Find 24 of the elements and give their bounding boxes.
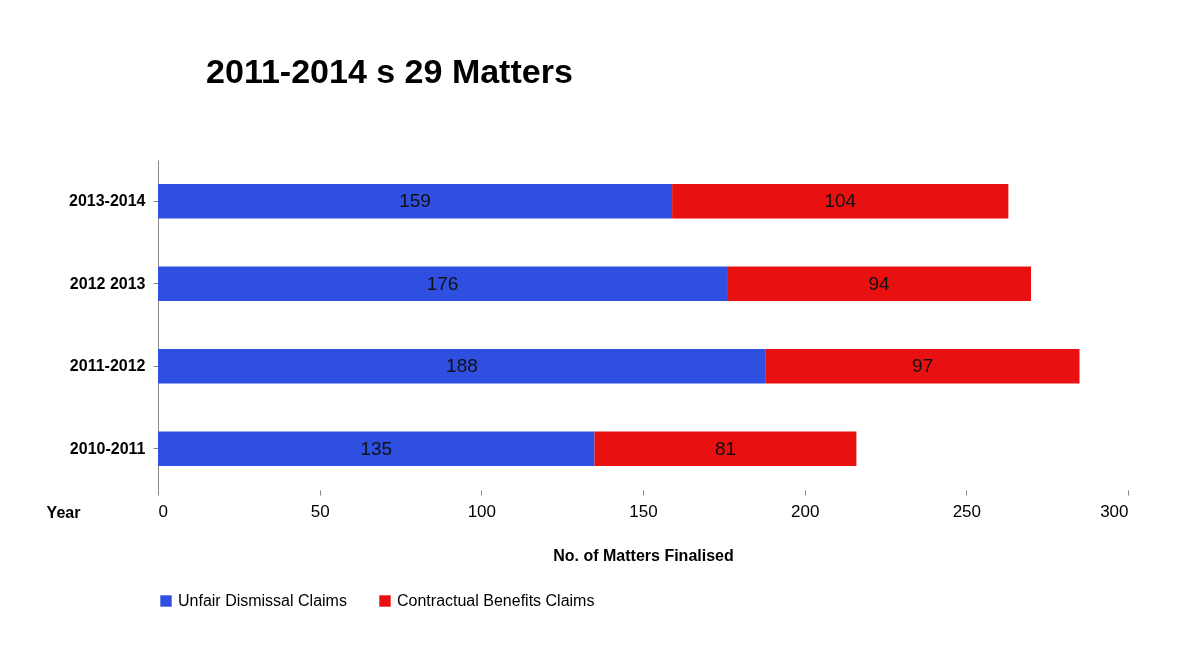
data-label: 97 <box>912 355 934 377</box>
data-label: 135 <box>360 437 393 459</box>
y-tick-label: 2012 2013 <box>69 274 146 292</box>
y-tick-label: 2013-2014 <box>68 192 146 210</box>
x-tick-label: 250 <box>952 501 982 521</box>
x-tick-label: 0 <box>158 501 168 521</box>
x-tick-label: 300 <box>1100 501 1129 521</box>
legend-label: Unfair Dismissal Claims <box>178 592 347 609</box>
x-axis-title: No. of Matters Finalised <box>553 546 734 564</box>
x-tick-label: 100 <box>467 501 497 521</box>
chart-title: 2011-2014 s 29 Matters <box>206 52 573 90</box>
x-tick-label: 150 <box>629 501 658 521</box>
y-tick-label: 2010-2011 <box>69 439 146 457</box>
data-label: 176 <box>426 272 459 294</box>
y-tick-label: 2011-2012 <box>69 357 146 375</box>
y-axis-title: Year <box>46 503 81 521</box>
data-label: 81 <box>714 437 737 459</box>
x-tick-label: 50 <box>310 501 330 521</box>
data-label: 104 <box>824 190 857 212</box>
data-label: 188 <box>446 355 478 377</box>
data-label: 159 <box>399 190 431 212</box>
x-tick-label: 200 <box>790 501 820 521</box>
data-label: 94 <box>868 272 891 294</box>
legend-label: Contractual Benefits Claims <box>397 592 595 609</box>
